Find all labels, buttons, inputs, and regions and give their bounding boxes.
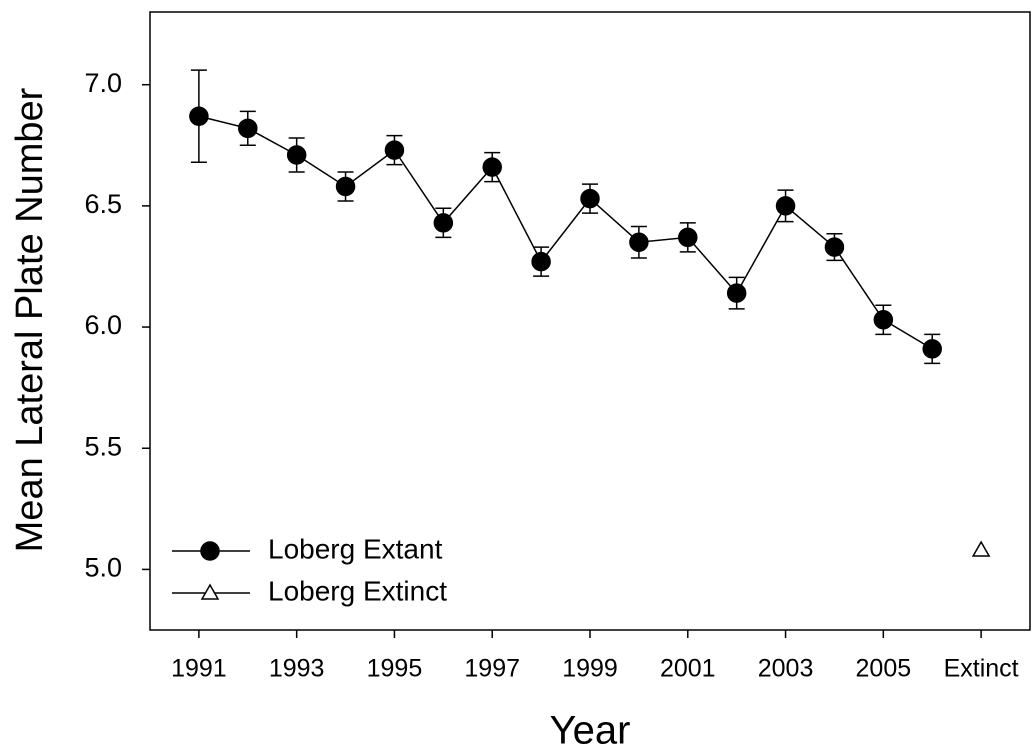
data-point [726,283,747,303]
data-point [189,106,209,126]
y-tick-label: 6.0 [84,310,122,340]
data-point [433,213,454,233]
y-tick-label: 5.0 [84,553,122,583]
legend-label: Loberg Extant [268,533,443,564]
y-tick-label: 6.5 [84,189,122,219]
data-point [482,157,502,177]
data-point [678,227,698,248]
x-tick-label: 1995 [367,655,423,683]
data-point [335,176,356,197]
legend-marker [200,541,220,561]
series-line [198,115,933,350]
data-point [531,251,551,272]
x-tick-label: 1997 [464,655,520,683]
data-point [238,118,258,139]
data-point [384,140,405,160]
data-point [580,188,600,209]
data-point [971,540,991,557]
data-point [873,310,894,330]
x-tick-label: 1993 [269,655,325,683]
data-point [629,232,649,252]
data-point [922,339,942,359]
x-tick-label: 2003 [758,655,814,683]
data-point [286,145,307,165]
data-point [824,237,845,257]
data-point [775,196,796,216]
x-tick-label: Extinct [944,655,1019,683]
legend-marker [200,583,220,600]
x-tick-label: 1999 [562,655,618,683]
y-axis-label: Mean Lateral Plate Number [9,87,51,552]
x-tick-label: 1991 [171,655,227,683]
y-tick-label: 7.0 [84,68,122,98]
x-tick-label: 2005 [856,655,912,683]
x-tick-label: 2001 [660,655,716,683]
x-axis-label: Year [550,709,631,753]
legend-label: Loberg Extinct [268,575,447,606]
y-tick-label: 5.5 [84,431,122,461]
